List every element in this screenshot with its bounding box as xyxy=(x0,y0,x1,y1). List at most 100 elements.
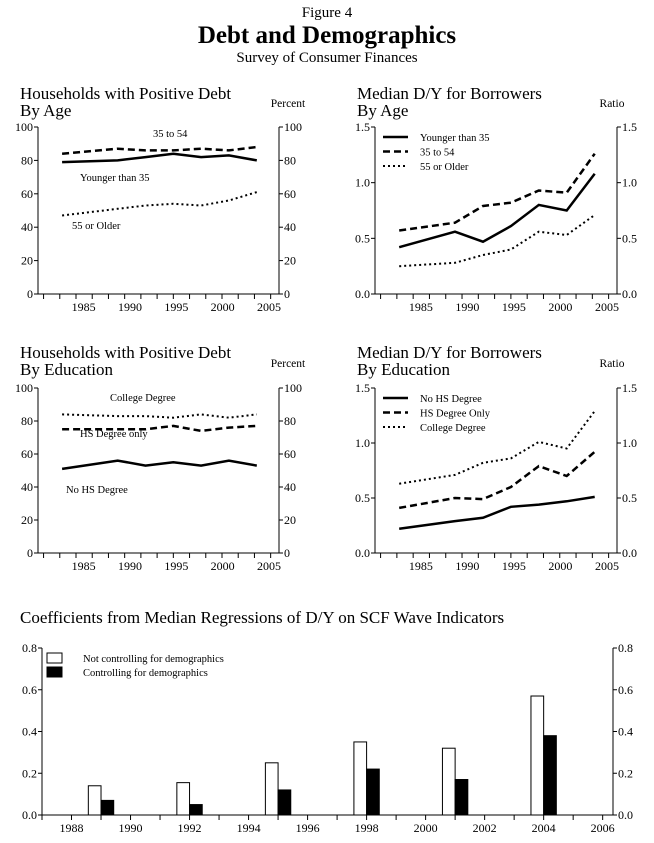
series-line-hs-degree-only xyxy=(398,450,596,510)
bar-not-controlling xyxy=(264,762,279,816)
x-tick-label: 1990 xyxy=(118,559,142,573)
x-tick-label: 1985 xyxy=(72,300,96,314)
series-label: College Degree xyxy=(110,393,176,404)
y-tick-label-right: 0.6 xyxy=(618,683,633,697)
y-tick-label-left: 0.0 xyxy=(355,546,370,560)
legend-label: Not controlling for demographics xyxy=(83,654,224,665)
x-tick-label: 1988 xyxy=(60,821,84,835)
x-tick-label: 2000 xyxy=(414,821,438,835)
y-tick-label-left: 0.5 xyxy=(355,491,370,505)
series-label: 55 or Older xyxy=(72,221,121,232)
x-tick-label: 1985 xyxy=(409,300,433,314)
x-tick-label: 1994 xyxy=(237,821,261,835)
unit-label: Percent xyxy=(271,98,306,110)
series-line-no-hs-degree xyxy=(61,459,258,471)
series-line-younger-than-35 xyxy=(398,173,596,249)
x-tick-label: 1998 xyxy=(355,821,379,835)
y-tick-label-left: 80 xyxy=(21,414,33,428)
chart-title: By Education xyxy=(20,360,114,379)
y-tick-label-right: 0.2 xyxy=(618,766,633,780)
legend-label: Controlling for demographics xyxy=(83,668,208,679)
y-tick-label-left: 0.0 xyxy=(355,287,370,301)
y-tick-label-left: 80 xyxy=(21,153,33,167)
bar-not-controlling xyxy=(353,741,368,816)
y-tick-label-right: 100 xyxy=(284,381,302,395)
x-tick-label: 1995 xyxy=(164,300,188,314)
x-tick-label: 2000 xyxy=(548,559,572,573)
y-tick-label-right: 0.0 xyxy=(622,287,637,301)
chart-title: Households with Positive Debt xyxy=(20,84,231,103)
chart-title: Median D/Y for Borrowers xyxy=(357,84,542,103)
x-tick-label: 1995 xyxy=(164,559,188,573)
chart-title: By Age xyxy=(20,101,71,120)
y-tick-label-right: 100 xyxy=(284,120,302,134)
series-label: Younger than 35 xyxy=(80,173,150,184)
y-tick-label-right: 0.5 xyxy=(622,231,637,245)
figure-title: Debt and Demographics xyxy=(198,22,457,49)
legend-label: HS Degree Only xyxy=(420,409,491,420)
y-tick-label-left: 40 xyxy=(21,480,33,494)
chart-title: Median D/Y for Borrowers xyxy=(357,343,542,362)
y-tick-label-right: 1.5 xyxy=(622,120,637,134)
y-tick-label-left: 0 xyxy=(27,287,33,301)
y-tick-label-right: 80 xyxy=(284,153,296,167)
y-tick-label-right: 20 xyxy=(284,513,296,527)
x-tick-label: 2002 xyxy=(473,821,497,835)
legend-label: Younger than 35 xyxy=(420,133,490,144)
y-tick-label-left: 0.4 xyxy=(22,725,37,739)
series-line-no-hs-degree xyxy=(399,495,595,531)
y-tick-label-left: 100 xyxy=(15,120,33,134)
x-tick-label: 2004 xyxy=(532,821,556,835)
chart-title: Households with Positive Debt xyxy=(20,343,231,362)
x-tick-label: 2005 xyxy=(595,559,619,573)
series-line-55-or-older xyxy=(399,214,596,268)
bar-not-controlling xyxy=(441,747,456,816)
legend-label: 55 or Older xyxy=(420,162,469,173)
y-tick-label-right: 0.5 xyxy=(622,491,637,505)
y-tick-label-right: 60 xyxy=(284,447,296,461)
series-label: HS Degree only xyxy=(80,429,148,440)
series-line-college-degree xyxy=(62,413,257,419)
unit-label: Percent xyxy=(271,358,306,370)
bar-not-controlling xyxy=(87,785,102,816)
series-label: 35 to 54 xyxy=(153,129,188,140)
legend-label: 35 to 54 xyxy=(420,148,455,159)
chart-title: By Age xyxy=(357,101,408,120)
y-tick-label-right: 0.0 xyxy=(622,546,637,560)
y-tick-label-left: 0 xyxy=(27,546,33,560)
x-tick-label: 2005 xyxy=(257,300,281,314)
y-tick-label-left: 1.5 xyxy=(355,381,370,395)
y-tick-label-left: 40 xyxy=(21,220,33,234)
unit-label: Ratio xyxy=(600,358,625,370)
bar-not-controlling xyxy=(176,782,191,816)
bar-controlling xyxy=(543,735,557,816)
series-line-hs-degree-only xyxy=(62,424,257,433)
y-tick-label-left: 0.2 xyxy=(22,766,37,780)
series-line-35-to-54 xyxy=(61,145,257,155)
x-tick-label: 1990 xyxy=(455,559,479,573)
y-tick-label-right: 0.8 xyxy=(618,641,633,655)
y-tick-label-left: 0.5 xyxy=(355,231,370,245)
y-tick-label-right: 0 xyxy=(284,546,290,560)
y-tick-label-left: 0.8 xyxy=(22,641,37,655)
series-line-college-degree xyxy=(399,410,596,485)
legend-swatch xyxy=(46,666,63,678)
chart-title: Coefficients from Median Regressions of … xyxy=(20,608,504,627)
series-line-35-to-54 xyxy=(399,152,596,232)
legend-label: No HS Degree xyxy=(420,394,482,405)
y-tick-label-right: 0.0 xyxy=(618,808,633,822)
bar-controlling xyxy=(277,789,292,816)
series-label: No HS Degree xyxy=(66,485,128,496)
chart-title: By Education xyxy=(357,360,451,379)
y-tick-label-left: 0.0 xyxy=(22,808,37,822)
y-tick-label-right: 0 xyxy=(284,287,290,301)
x-tick-label: 1985 xyxy=(72,559,96,573)
y-tick-label-left: 60 xyxy=(21,447,33,461)
bar-controlling xyxy=(454,779,469,816)
y-tick-label-left: 60 xyxy=(21,187,33,201)
y-tick-label-right: 80 xyxy=(284,414,296,428)
x-tick-label: 1996 xyxy=(296,821,320,835)
y-tick-label-left: 1.0 xyxy=(355,436,370,450)
x-tick-label: 1985 xyxy=(409,559,433,573)
